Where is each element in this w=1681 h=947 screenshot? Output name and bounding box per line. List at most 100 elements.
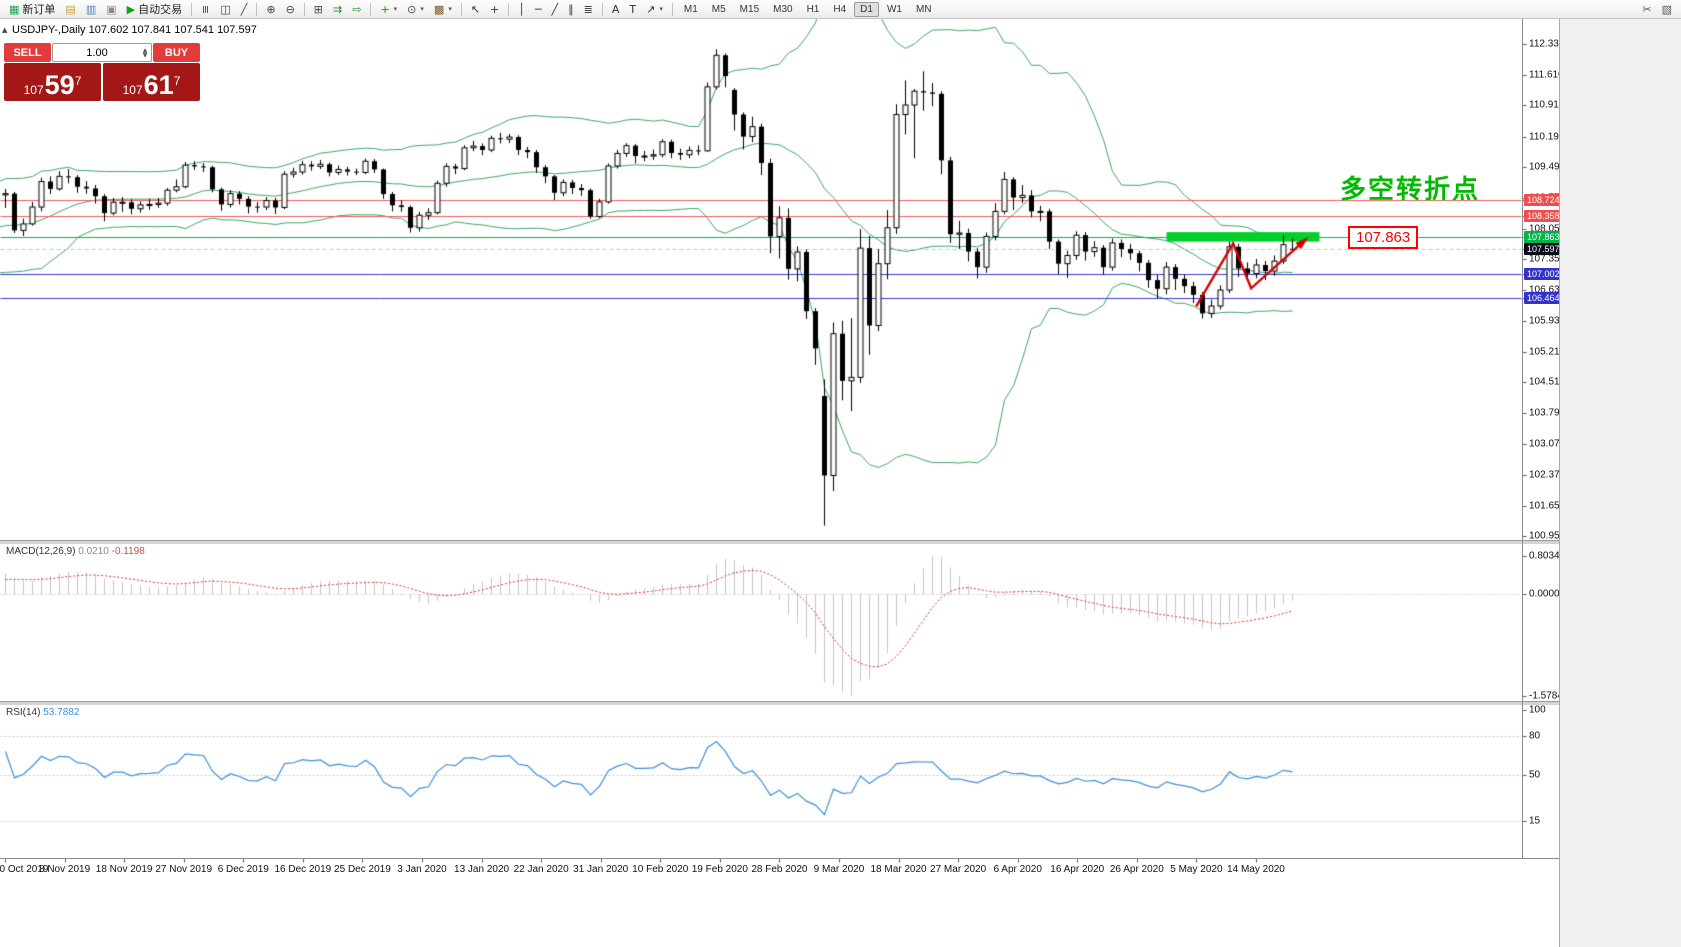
rsi-indicator-label: RSI(14) 53.7882 [6, 707, 79, 718]
turning-point-annotation: 多空转折点 [1340, 175, 1481, 205]
chart-title: USDJPY-,Daily 107.602 107.841 107.541 10… [12, 24, 257, 36]
new-order-button-label: 新订单 [22, 4, 56, 16]
trendline-button[interactable]: ╱ [547, 1, 564, 17]
tile-windows-button[interactable]: ⊞ [309, 1, 328, 17]
indicators-button[interactable]: + ▾ [375, 1, 402, 17]
timeframe-button-w1[interactable]: W1 [886, 3, 902, 15]
price-scale-tick: 111.610 [1529, 69, 1559, 81]
vertical-line-button[interactable]: │ [513, 1, 530, 17]
new-order-button[interactable]: ▦ 新订单 [4, 1, 60, 17]
arrow-icon: ↗ [646, 2, 656, 16]
candlestick-chart-button[interactable]: ◫ [215, 1, 235, 17]
date-label: 3 Jan 2020 [397, 864, 447, 875]
toolbar-separator [370, 2, 372, 16]
horizontal-line-button[interactable]: ─ [530, 1, 547, 17]
date-label: 25 Dec 2019 [334, 864, 391, 875]
price-scale-tick: 103.070 [1529, 438, 1560, 450]
toolbar-separator [256, 2, 258, 16]
date-label: 16 Apr 2020 [1050, 864, 1105, 875]
sell-price-point: 7 [74, 74, 82, 88]
dropdown-caret-icon: ▾ [393, 5, 398, 13]
date-label: 27 Mar 2020 [930, 864, 987, 875]
price-scale[interactable]: 112.330 111.610 110.910 110.190 109.490 108.7… [1522, 19, 1560, 858]
scissors-icon: ✂ [1642, 2, 1652, 16]
profiles-icon[interactable]: ▥ [81, 1, 101, 17]
toolbar: ▦ 新订单 ▤ ▥ ▣ ▶ 自动交易 ≡ ◫ ╱ ⊕ ⊖ ⊞ ⇉ ⇨ + ▾ ⊙ ▾ ▩ ▾ ↖ + │ ─ ╱ ∥ ≣ A T ↗ ▾ M1 M… [0, 0, 1681, 19]
timeframe-button-m5[interactable]: M5 [711, 3, 726, 15]
timeframe-button-m1[interactable]: M1 [683, 3, 698, 15]
arrows-button[interactable]: ↗ ▾ [641, 1, 668, 17]
text-label-button[interactable]: T [624, 1, 641, 17]
chart-window: ▲ USDJPY-,Daily 107.602 107.841 107.541 … [0, 19, 1560, 947]
volume-decrease-button[interactable]: ▼ [142, 51, 148, 59]
line-chart-button[interactable]: ╱ [236, 1, 253, 17]
date-label: 28 Feb 2020 [751, 864, 808, 875]
auto-scroll-icon: ⇉ [333, 2, 343, 16]
buy-price-point: 7 [173, 74, 181, 88]
channel-icon: ∥ [568, 2, 574, 16]
timeframe-button-h1[interactable]: H1 [806, 3, 820, 15]
macd-indicator-label: MACD(12,26,9) 0.0210 -0.1198 [6, 546, 145, 557]
sell-price-pips: 59 [44, 70, 75, 100]
chart-shift-button[interactable]: ⇨ [347, 1, 366, 17]
volume-field[interactable]: ▲ ▼ [52, 43, 152, 62]
date-label: 31 Jan 2020 [573, 864, 629, 875]
buy-price-panel[interactable]: 107 61 7 [103, 63, 200, 101]
price-marker-support: 107.002 [1524, 268, 1559, 281]
date-label: 18 Mar 2020 [870, 864, 927, 875]
bar-chart-button[interactable]: ≡ [196, 1, 215, 17]
price-marker-resistance: 108.724 [1524, 193, 1559, 206]
toolbar-separator [671, 2, 673, 16]
bar-chart-icon: ≡ [199, 4, 213, 14]
periods-button[interactable]: ⊙ ▾ [402, 1, 429, 17]
clock-icon: ⊙ [407, 2, 417, 16]
charts-window-icon[interactable]: ▤ [60, 1, 80, 17]
rsi-name: RSI(14) [6, 707, 41, 718]
date-label: 27 Nov 2019 [155, 864, 213, 875]
timeframe-button-m30[interactable]: M30 [773, 3, 793, 15]
date-label: 6 Apr 2020 [993, 864, 1042, 875]
chart-plot-canvas[interactable] [0, 19, 1559, 947]
timeframe-button-mn[interactable]: MN [915, 3, 932, 15]
templates-button[interactable]: ▩ ▾ [429, 1, 457, 17]
auto-scroll-button[interactable]: ⇉ [328, 1, 347, 17]
zoom-out-button[interactable]: ⊖ [281, 1, 300, 17]
volume-input[interactable] [53, 46, 151, 59]
sell-button[interactable]: SELL [4, 43, 51, 62]
timeframe-button-d1[interactable]: D1 [854, 1, 879, 17]
text-icon: A [611, 2, 620, 16]
fibonacci-button[interactable]: ≣ [579, 1, 598, 17]
auto-trading-button[interactable]: ▶ 自动交易 [122, 1, 187, 17]
toolbar-separator [191, 2, 193, 16]
volume-increase-button[interactable]: ▲ [142, 46, 148, 54]
indicators-plus-icon: + [380, 2, 390, 16]
terminal-window-icon[interactable]: ▣ [101, 1, 121, 17]
date-label: 9 Mar 2020 [813, 864, 865, 875]
cursor-button[interactable]: ↖ [466, 1, 485, 17]
trendline-icon: ╱ [551, 2, 559, 16]
oneclick-collapse-icon[interactable]: ▲ [2, 26, 8, 34]
date-label: 19 Feb 2020 [691, 864, 748, 875]
price-scale-tick: 105.930 [1529, 315, 1560, 327]
price-scale-tick: 100 [1529, 704, 1546, 716]
layout-toggle-button[interactable]: ▧ [1657, 1, 1677, 17]
crosshair-button[interactable]: + [485, 1, 504, 17]
timeframe-button-m15[interactable]: M15 [739, 3, 760, 15]
price-scale-tick: 110.190 [1529, 131, 1559, 142]
sell-price-panel[interactable]: 107 59 7 [4, 63, 101, 101]
buy-button[interactable]: BUY [153, 43, 200, 62]
price-scale-tick: 101.650 [1529, 500, 1560, 512]
price-marker-support: 106.464 [1524, 291, 1559, 304]
zoom-in-button[interactable]: ⊕ [261, 1, 280, 17]
price-scale-tick: 112.330 [1529, 38, 1559, 50]
timeframe-button-h4[interactable]: H4 [833, 3, 847, 15]
play-icon: ▶ [126, 2, 136, 16]
date-label: 5 May 2020 [1170, 864, 1223, 875]
text-button[interactable]: A [607, 1, 625, 17]
price-scale-tick: 103.790 [1529, 407, 1560, 419]
panel-separator[interactable] [0, 540, 1559, 545]
panel-separator[interactable] [0, 701, 1559, 706]
cut-button[interactable]: ✂ [1637, 1, 1656, 17]
equidistant-channel-button[interactable]: ∥ [563, 1, 579, 17]
